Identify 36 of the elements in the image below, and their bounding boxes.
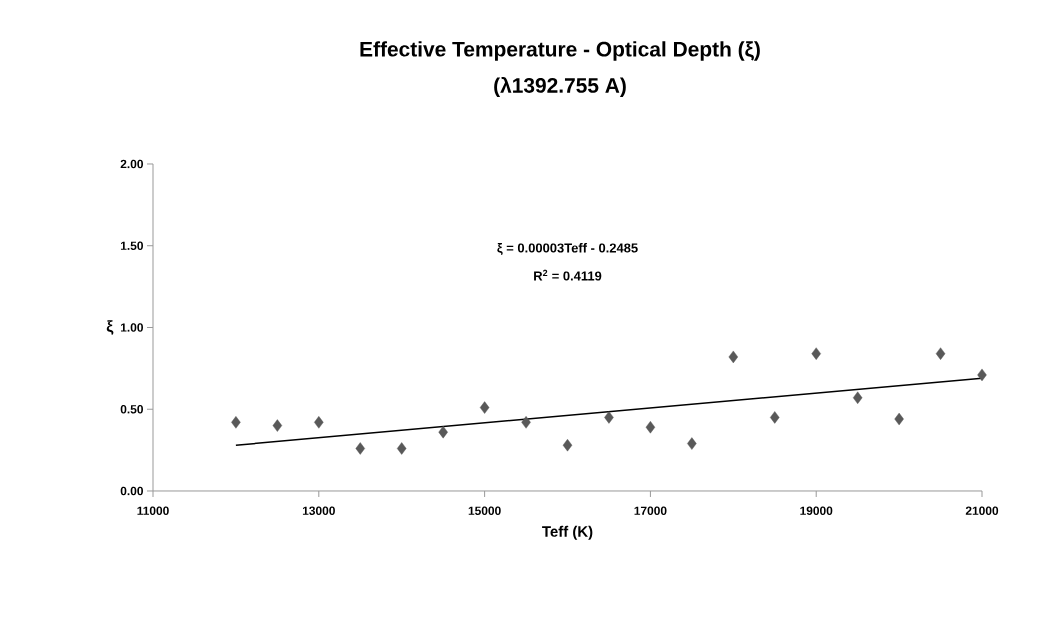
point bbox=[231, 416, 241, 429]
point bbox=[438, 425, 448, 439]
point bbox=[811, 347, 821, 360]
chart-title: Effective Temperature - Optical Depth (ξ) bbox=[360, 41, 760, 61]
point bbox=[687, 437, 697, 450]
point bbox=[935, 347, 946, 360]
y-tick-label: 0.00 bbox=[120, 486, 143, 496]
x-tick-label: 11000 bbox=[137, 506, 169, 515]
chart-subtitle: (λ1392.755 A) bbox=[494, 76, 626, 98]
point bbox=[977, 368, 987, 382]
point bbox=[272, 419, 283, 432]
point bbox=[562, 439, 573, 452]
point bbox=[852, 391, 863, 404]
x-tick-label: 13000 bbox=[302, 506, 335, 515]
point bbox=[728, 350, 739, 364]
x-tick-label: 17000 bbox=[634, 506, 667, 515]
y-tick-label: 1.00 bbox=[120, 323, 143, 332]
point bbox=[314, 416, 324, 429]
x-tick-label: 15000 bbox=[468, 506, 501, 515]
point bbox=[479, 401, 490, 414]
y-tick-label: 1.50 bbox=[120, 241, 143, 250]
point bbox=[397, 442, 407, 455]
x-axis-title: Teff (K) bbox=[542, 525, 593, 540]
point bbox=[894, 412, 904, 426]
point bbox=[521, 416, 531, 429]
point bbox=[604, 411, 614, 424]
x-tick-label: 21000 bbox=[965, 506, 999, 515]
annotation: R$^{2}$ = 0.4119 bbox=[534, 269, 602, 281]
y-tick-label: 0.50 bbox=[120, 405, 143, 414]
point bbox=[770, 411, 780, 424]
point bbox=[355, 442, 365, 455]
y-tick-label: 2.00 bbox=[120, 159, 143, 169]
point bbox=[645, 421, 656, 434]
y-axis-title: ξ bbox=[106, 320, 114, 335]
annotation: ξ = 0.00003Teff - 0.2485 bbox=[497, 243, 638, 255]
x-tick-label: 19000 bbox=[800, 506, 833, 515]
